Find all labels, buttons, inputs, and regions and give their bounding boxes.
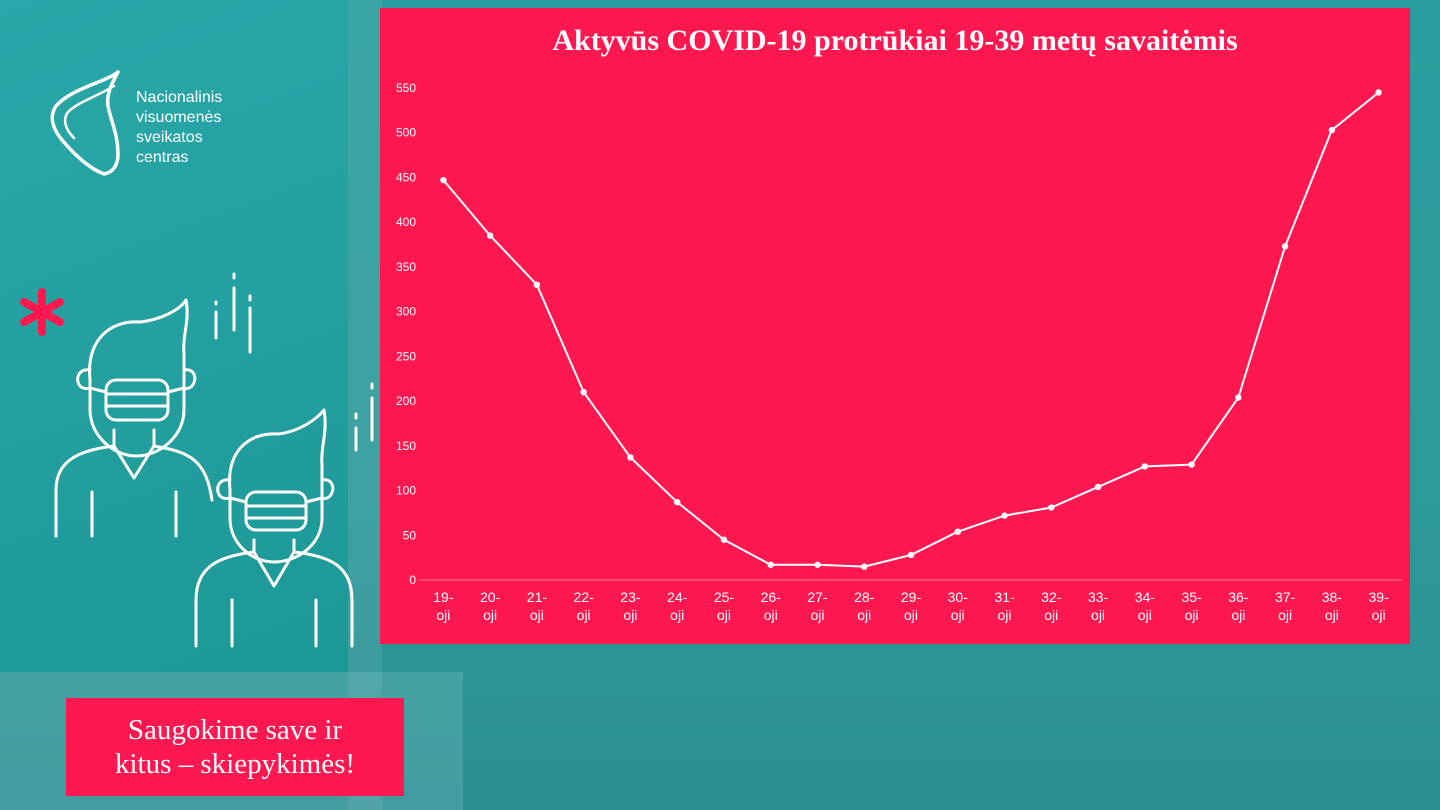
x-tick-label: 37-oji — [1275, 589, 1296, 623]
y-tick-label: 50 — [403, 528, 417, 542]
data-point — [627, 454, 634, 461]
data-point — [580, 388, 587, 396]
x-tick-label: 20-oji — [480, 589, 501, 623]
x-tick-label: 36-oji — [1228, 589, 1249, 623]
nvsc-logo-icon — [50, 70, 120, 176]
tagline-banner: Saugokime save ir kitus – skiepykimės! — [66, 698, 404, 796]
y-tick-label: 400 — [396, 215, 416, 229]
brand-line-2: visuomenės — [136, 109, 222, 126]
data-point — [767, 561, 774, 568]
data-point — [486, 232, 494, 239]
x-tick-label: 30-oji — [948, 589, 969, 623]
x-tick-label: 32-oji — [1041, 589, 1062, 623]
data-point — [1328, 126, 1336, 134]
brand-line-4: centras — [136, 149, 189, 166]
y-tick-label: 350 — [396, 260, 416, 274]
tagline-line-2: kitus – skiepykimės! — [114, 748, 356, 780]
brand-logo: Nacionalinis visuomenės sveikatos centra… — [48, 68, 248, 178]
x-tick-label: 19-oji — [433, 589, 454, 623]
data-point — [1001, 512, 1008, 519]
data-point — [1048, 504, 1055, 511]
tagline-line-1: Saugokime save ir — [127, 714, 343, 746]
data-point — [814, 561, 821, 568]
x-tick-label: 22-oji — [574, 589, 595, 623]
divider-band — [348, 0, 382, 810]
x-tick-label: 27-oji — [807, 589, 828, 623]
series-line — [442, 91, 1380, 568]
data-point — [861, 563, 868, 570]
x-tick-label: 25-oji — [714, 589, 735, 623]
data-point — [673, 498, 681, 506]
data-point — [954, 528, 961, 535]
x-tick-label: 31-oji — [994, 589, 1015, 623]
x-tick-label: 26-oji — [761, 589, 782, 623]
data-point — [1235, 394, 1242, 401]
y-tick-label: 200 — [396, 394, 416, 408]
x-tick-label: 23-oji — [620, 589, 641, 623]
data-point — [440, 176, 447, 184]
chart-title: Aktyvūs COVID-19 protrūkiai 19-39 metų s… — [552, 24, 1238, 57]
brand-line-3: sveikatos — [136, 129, 203, 146]
y-tick-label: 250 — [396, 349, 416, 363]
data-point — [907, 551, 915, 559]
data-point — [1281, 243, 1289, 250]
x-tick-label: 33-oji — [1088, 589, 1109, 623]
x-tick-label: 38-oji — [1322, 589, 1343, 623]
brand-line-1: Nacionalinis — [136, 89, 223, 106]
y-tick-label: 450 — [396, 170, 416, 184]
x-tick-label: 39-oji — [1369, 589, 1390, 623]
line-chart: 0 50 100 150 200 250 300 350 400 450 500 550 19-oji 2… — [396, 81, 1402, 623]
y-tick-label: 500 — [396, 126, 416, 140]
y-tick-label: 300 — [396, 305, 416, 319]
data-point — [720, 536, 728, 543]
data-point — [533, 281, 541, 288]
data-point — [1375, 89, 1382, 96]
x-tick-label: 21-oji — [527, 589, 548, 623]
x-tick-label: 24-oji — [667, 589, 688, 623]
x-tick-label: 28-oji — [854, 589, 875, 623]
data-point — [1188, 461, 1195, 468]
y-tick-label: 150 — [396, 439, 416, 453]
brand-name: Nacionalinis visuomenės sveikatos centra… — [136, 88, 222, 168]
x-tick-label: 34-oji — [1135, 589, 1156, 623]
x-tick-label: 29-oji — [901, 589, 922, 623]
y-tick-label: 100 — [396, 484, 416, 498]
y-tick-label: 0 — [409, 573, 416, 587]
data-point — [1141, 463, 1149, 470]
chart-panel: Aktyvūs COVID-19 protrūkiai 19-39 metų s… — [380, 8, 1410, 644]
x-tick-label: 35-oji — [1181, 589, 1202, 623]
masked-people-icon — [20, 272, 390, 648]
data-point — [1094, 483, 1102, 491]
asterisk-icon — [20, 288, 64, 336]
y-tick-label: 550 — [396, 81, 416, 95]
